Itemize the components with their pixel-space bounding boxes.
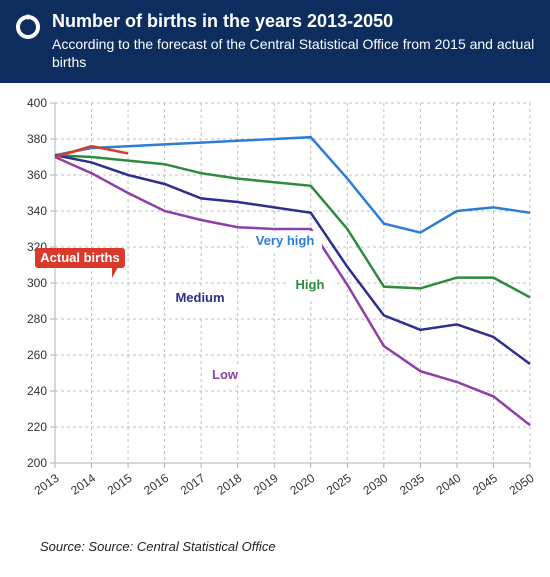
series-medium <box>55 155 530 364</box>
callout-label-actual: Actual births <box>40 250 119 265</box>
svg-text:2050: 2050 <box>507 471 537 498</box>
svg-text:2013: 2013 <box>32 471 62 498</box>
svg-text:220: 220 <box>27 420 47 434</box>
svg-text:360: 360 <box>27 168 47 182</box>
chart-source: Source: Source: Central Statistical Offi… <box>0 533 550 554</box>
callout-label-high: High <box>296 277 325 292</box>
chart-title: Number of births in the years 2013-2050 <box>52 10 536 33</box>
svg-text:2020: 2020 <box>287 471 317 498</box>
line-chart: 2002202402602803003203403603804002013201… <box>0 83 550 533</box>
callout-label-low: Low <box>212 367 239 382</box>
svg-text:300: 300 <box>27 276 47 290</box>
svg-text:2025: 2025 <box>324 471 354 498</box>
callout-label-very_high: Very high <box>256 233 315 248</box>
svg-text:340: 340 <box>27 204 47 218</box>
svg-text:2030: 2030 <box>360 471 390 498</box>
svg-text:260: 260 <box>27 348 47 362</box>
svg-text:2016: 2016 <box>141 471 171 498</box>
chart-header: Number of births in the years 2013-2050 … <box>0 0 550 83</box>
svg-text:380: 380 <box>27 132 47 146</box>
svg-text:2014: 2014 <box>68 471 98 498</box>
svg-text:240: 240 <box>27 384 47 398</box>
svg-text:2045: 2045 <box>470 471 500 498</box>
svg-text:200: 200 <box>27 456 47 470</box>
svg-text:280: 280 <box>27 312 47 326</box>
brand-logo-icon <box>14 13 42 46</box>
svg-text:2017: 2017 <box>178 471 208 498</box>
svg-text:2018: 2018 <box>214 471 244 498</box>
svg-text:2035: 2035 <box>397 471 427 498</box>
svg-text:400: 400 <box>27 96 47 110</box>
svg-text:2019: 2019 <box>251 471 281 498</box>
callout-label-medium: Medium <box>175 290 224 305</box>
chart-subtitle: According to the forecast of the Central… <box>52 35 536 71</box>
svg-text:2015: 2015 <box>105 471 135 498</box>
svg-text:2040: 2040 <box>434 471 464 498</box>
